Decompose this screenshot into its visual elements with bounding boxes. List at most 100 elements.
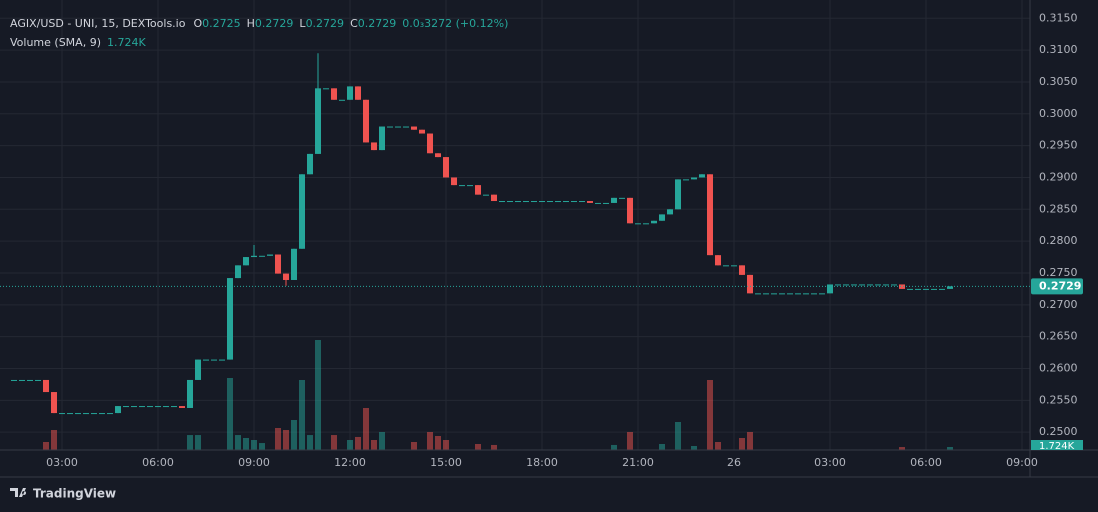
candle-body <box>611 197 617 203</box>
candle-body <box>203 359 209 361</box>
candle-body <box>155 406 161 408</box>
field-label: C <box>350 17 358 30</box>
candle-body <box>331 88 337 100</box>
candle-body <box>459 185 465 187</box>
y-tick-label: 0.2950 <box>1039 139 1078 152</box>
x-tick-label: 18:00 <box>526 456 558 469</box>
candle-body <box>123 406 129 408</box>
x-tick-label: 15:00 <box>430 456 462 469</box>
candle-body <box>571 201 577 203</box>
brand-name: TradingView <box>33 487 116 501</box>
y-tick-label: 0.2850 <box>1039 202 1078 215</box>
candle-body <box>291 248 297 280</box>
candle-body <box>651 220 657 224</box>
volume-bar <box>51 430 57 450</box>
candle-body <box>859 284 865 286</box>
candle-body <box>931 288 937 290</box>
candle-body <box>747 274 753 294</box>
volume-bar <box>331 435 337 450</box>
candle-body <box>803 293 809 295</box>
volume-bar <box>707 380 713 450</box>
candle-body <box>779 293 785 295</box>
candle-body <box>19 379 25 381</box>
x-tick-label: 06:00 <box>142 456 174 469</box>
candle-body <box>403 126 409 128</box>
volume-bar <box>291 420 297 450</box>
y-tick-label: 0.2900 <box>1039 170 1078 183</box>
candle-body <box>387 126 393 128</box>
candle-body <box>659 214 665 221</box>
legend-line: AGIX/USD - UNI, 15, DEXTools.io O0.2725 H0… <box>10 17 508 30</box>
volume-bar <box>275 428 281 450</box>
candle-body <box>563 201 569 203</box>
candle-body <box>923 288 929 290</box>
candle-body <box>275 254 281 274</box>
ohlc: O0.2725 H0.2729 L0.2729 C0.2729 <box>193 17 396 30</box>
candle-body <box>355 86 361 100</box>
volume-bar <box>235 435 241 450</box>
candle-body <box>915 288 921 290</box>
volume-bar <box>347 440 353 450</box>
candle-body <box>691 177 697 180</box>
volume-bar <box>363 408 369 450</box>
axes: 0.2500 0.2550 0.2600 0.2650 0.2700 0.2750 0.28… <box>0 11 1083 469</box>
volume-bar <box>475 444 481 450</box>
candle-body <box>179 406 185 408</box>
change: 0.0₃3272 (+0.12%) <box>402 17 508 30</box>
candle-body <box>419 129 425 134</box>
field-value: 0.2729 <box>358 17 397 30</box>
candle-body <box>579 201 585 203</box>
candle-body <box>531 201 537 203</box>
candle-body <box>899 284 905 289</box>
candle-body <box>227 278 233 360</box>
candle-body <box>851 284 857 286</box>
volume-bar <box>315 340 321 450</box>
candle-body <box>259 255 265 257</box>
volume-bar <box>355 436 361 450</box>
field-label: H <box>247 17 255 30</box>
field-value: 0.2725 <box>202 17 241 30</box>
candle-body <box>75 413 81 415</box>
candle-body <box>99 413 105 415</box>
x-tick-label: 03:00 <box>46 456 78 469</box>
candle-body <box>11 379 17 381</box>
y-tick-label: 0.3050 <box>1039 75 1078 88</box>
field-value: 0.2729 <box>255 17 294 30</box>
candle-body <box>435 153 441 158</box>
candle-body <box>467 185 473 187</box>
last-volume-tag <box>1031 440 1083 450</box>
brand-logo <box>10 488 27 497</box>
candle-body <box>379 126 385 151</box>
x-tick-label: 26 <box>727 456 741 469</box>
y-tick-label: 0.2800 <box>1039 234 1078 247</box>
candle-body <box>491 194 497 202</box>
candle-body <box>443 157 449 178</box>
candle-body <box>35 379 41 381</box>
volume-bar <box>659 444 665 450</box>
volume-bar <box>251 440 257 450</box>
candle-body <box>91 413 97 415</box>
field-value: 0.2729 <box>306 17 345 30</box>
last-price-label: 0.2729 <box>1039 279 1081 292</box>
candle-body <box>739 265 745 275</box>
candle-body <box>283 273 289 280</box>
candle-body <box>307 153 313 175</box>
candle-body <box>347 86 353 100</box>
volume-bar <box>435 436 441 450</box>
candle-body <box>267 254 273 256</box>
candle-body <box>939 288 945 290</box>
candle-body <box>811 293 817 295</box>
candle-body <box>27 379 33 381</box>
candle-body <box>163 406 169 408</box>
volume-bar <box>443 440 449 450</box>
last-volume-label: 1.724K <box>1039 441 1075 452</box>
x-tick-label: 09:00 <box>1006 456 1038 469</box>
candle-body <box>395 126 401 128</box>
candle-body <box>411 126 417 130</box>
candle-body <box>891 284 897 286</box>
volume-bar <box>371 440 377 450</box>
volume-bar <box>195 435 201 450</box>
candle-body <box>619 197 625 199</box>
volume-bar <box>411 442 417 450</box>
